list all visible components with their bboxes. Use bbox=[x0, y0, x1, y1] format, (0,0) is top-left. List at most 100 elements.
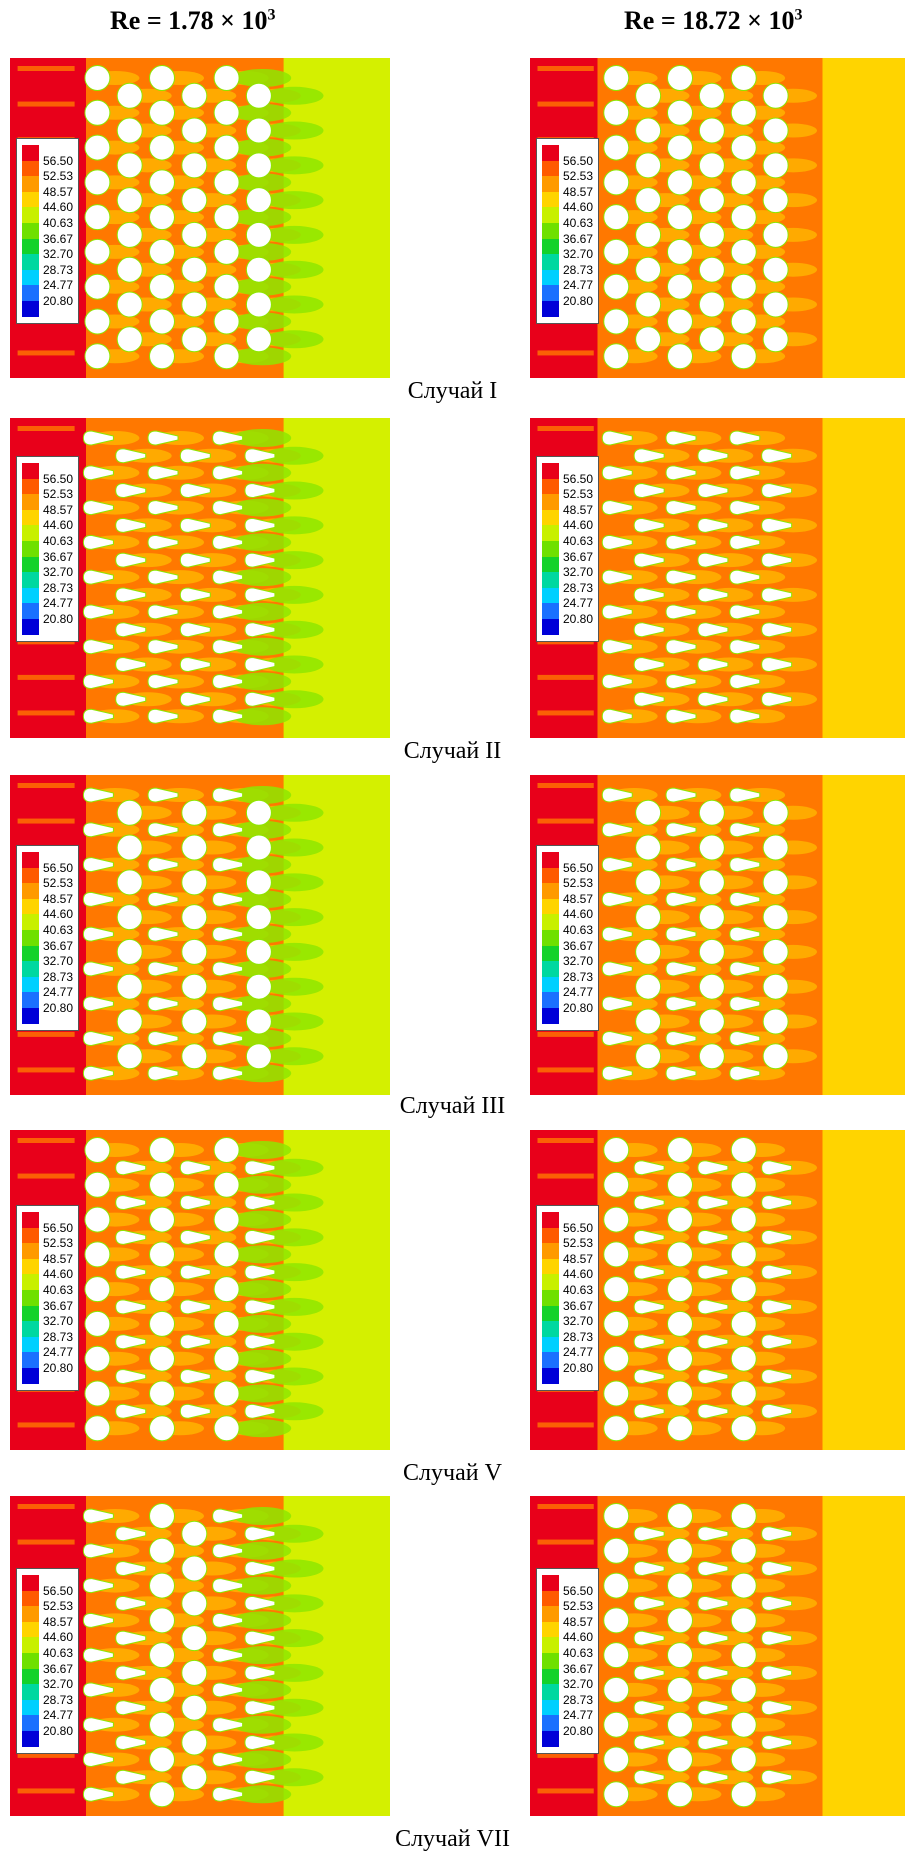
temperature-legend: 56.50 52.53 48.57 44.60 40.63 36.67 32.70 28.73… bbox=[536, 138, 600, 324]
legend-swatch bbox=[22, 254, 39, 270]
legend-value: 32.70 bbox=[43, 1314, 74, 1329]
case-label-4: Случай V bbox=[403, 1460, 502, 1486]
legend-row: 48.57 bbox=[542, 1606, 593, 1628]
legend-value: 40.63 bbox=[563, 215, 594, 230]
case-label-1: Случай I bbox=[407, 378, 498, 404]
legend-value: 32.70 bbox=[563, 1314, 594, 1329]
legend-swatch bbox=[22, 285, 39, 301]
legend-row: 24.77 bbox=[542, 976, 593, 998]
contour-panel: 56.50 52.53 48.57 44.60 40.63 36.67 32.70 28.73… bbox=[530, 1496, 905, 1816]
legend-swatch bbox=[542, 176, 559, 192]
legend-row: 48.57 bbox=[22, 1606, 73, 1628]
legend-swatch bbox=[542, 572, 559, 588]
legend-value: 28.73 bbox=[563, 1329, 594, 1344]
legend-row: 36.67 bbox=[542, 222, 593, 245]
legend-swatch bbox=[542, 1684, 559, 1700]
legend-swatch bbox=[22, 1367, 39, 1384]
legend-row: 40.63 bbox=[22, 1637, 73, 1659]
legend-value: 52.53 bbox=[43, 169, 74, 184]
legend-row: 20.80 bbox=[22, 285, 73, 307]
legend-swatch bbox=[542, 1730, 559, 1747]
legend-swatch bbox=[542, 1321, 559, 1337]
legend-swatch bbox=[22, 618, 39, 635]
legend-row: 52.53 bbox=[22, 478, 73, 500]
legend-row bbox=[542, 1367, 593, 1384]
legend-row: 48.57 bbox=[22, 176, 73, 198]
legend-swatch bbox=[22, 269, 39, 286]
legend-swatch bbox=[542, 603, 559, 619]
legend-value: 28.73 bbox=[563, 969, 594, 984]
legend-value: 44.60 bbox=[43, 200, 74, 215]
legend-row: 28.73 bbox=[22, 1684, 73, 1706]
legend-value: 28.73 bbox=[43, 1692, 74, 1707]
legend-value: 36.67 bbox=[43, 1661, 74, 1676]
legend-value: 36.67 bbox=[43, 1298, 74, 1313]
legend-swatch bbox=[22, 1637, 39, 1653]
legend-swatch bbox=[542, 494, 559, 510]
legend-swatch bbox=[542, 976, 559, 993]
legend-swatch bbox=[542, 478, 559, 495]
legend-row: 28.73 bbox=[542, 1321, 593, 1343]
temperature-legend: 56.50 52.53 48.57 44.60 40.63 36.67 32.70 28.73… bbox=[536, 1568, 600, 1754]
legend-value: 44.60 bbox=[43, 907, 74, 922]
legend-swatch bbox=[542, 145, 559, 161]
legend-swatch bbox=[542, 1007, 559, 1024]
legend-value: 40.63 bbox=[563, 1645, 594, 1660]
legend-swatch bbox=[22, 463, 39, 479]
legend-row: 40.63 bbox=[542, 1274, 593, 1296]
legend-row: 28.73 bbox=[542, 572, 593, 594]
legend-swatch bbox=[542, 618, 559, 635]
legend-value: 28.73 bbox=[43, 580, 74, 595]
contour-panel: 56.50 52.53 48.57 44.60 40.63 36.67 32.70 28.73… bbox=[10, 1496, 390, 1816]
legend-row: 44.60 bbox=[22, 191, 73, 213]
legend-value: 40.63 bbox=[43, 533, 74, 548]
legend-swatch bbox=[22, 1621, 39, 1638]
legend-row bbox=[542, 1007, 593, 1024]
legend-row: 20.80 bbox=[542, 1352, 593, 1374]
contour-panel: 56.50 52.53 48.57 44.60 40.63 36.67 32.70 28.73… bbox=[10, 58, 390, 378]
legend-value: 20.80 bbox=[563, 293, 594, 308]
legend-row: 40.63 bbox=[542, 1637, 593, 1659]
legend-value: 56.50 bbox=[563, 1220, 594, 1235]
legend-row: 56.50 bbox=[22, 1212, 73, 1234]
legend-value: 56.50 bbox=[563, 860, 594, 875]
legend-swatch bbox=[542, 883, 559, 899]
legend-swatch bbox=[22, 914, 39, 930]
legend-swatch bbox=[22, 556, 39, 573]
legend-swatch bbox=[542, 207, 559, 223]
legend-value: 36.67 bbox=[563, 938, 594, 953]
legend-swatch bbox=[22, 587, 39, 604]
legend-value: 48.57 bbox=[43, 184, 74, 199]
legend-row bbox=[22, 618, 73, 635]
case-label-3: Случай III bbox=[399, 1093, 506, 1119]
legend-row: 52.53 bbox=[22, 160, 73, 182]
legend-swatch bbox=[22, 1258, 39, 1275]
legend-value: 44.60 bbox=[43, 518, 74, 533]
legend-value: 40.63 bbox=[563, 1282, 594, 1297]
legend-value: 32.70 bbox=[563, 565, 594, 580]
legend-row: 44.60 bbox=[22, 509, 73, 531]
legend-swatch bbox=[542, 1212, 559, 1228]
legend-swatch bbox=[542, 1621, 559, 1638]
legend-value: 32.70 bbox=[563, 954, 594, 969]
legend-row: 44.60 bbox=[542, 1258, 593, 1280]
legend-swatch bbox=[22, 1668, 39, 1685]
legend-swatch bbox=[542, 1590, 559, 1607]
legend-value: 56.50 bbox=[43, 860, 74, 875]
legend-row: 56.50 bbox=[22, 852, 73, 874]
legend-swatch bbox=[542, 1258, 559, 1275]
legend-swatch bbox=[22, 1715, 39, 1731]
legend-value: 20.80 bbox=[43, 1723, 74, 1738]
legend-row: 24.77 bbox=[542, 1336, 593, 1358]
legend-row: 20.80 bbox=[22, 1715, 73, 1737]
legend-swatch bbox=[22, 1321, 39, 1337]
legend-value: 40.63 bbox=[563, 922, 594, 937]
legend-value: 28.73 bbox=[43, 1329, 74, 1344]
legend-swatch bbox=[542, 254, 559, 270]
legend-swatch bbox=[22, 1336, 39, 1353]
legend-row: 52.53 bbox=[542, 1227, 593, 1249]
legend-row: 20.80 bbox=[542, 603, 593, 625]
temperature-legend: 56.50 52.53 48.57 44.60 40.63 36.67 32.70 28.73… bbox=[16, 1205, 80, 1391]
legend-row: 32.70 bbox=[542, 945, 593, 967]
legend-row: 40.63 bbox=[542, 207, 593, 229]
